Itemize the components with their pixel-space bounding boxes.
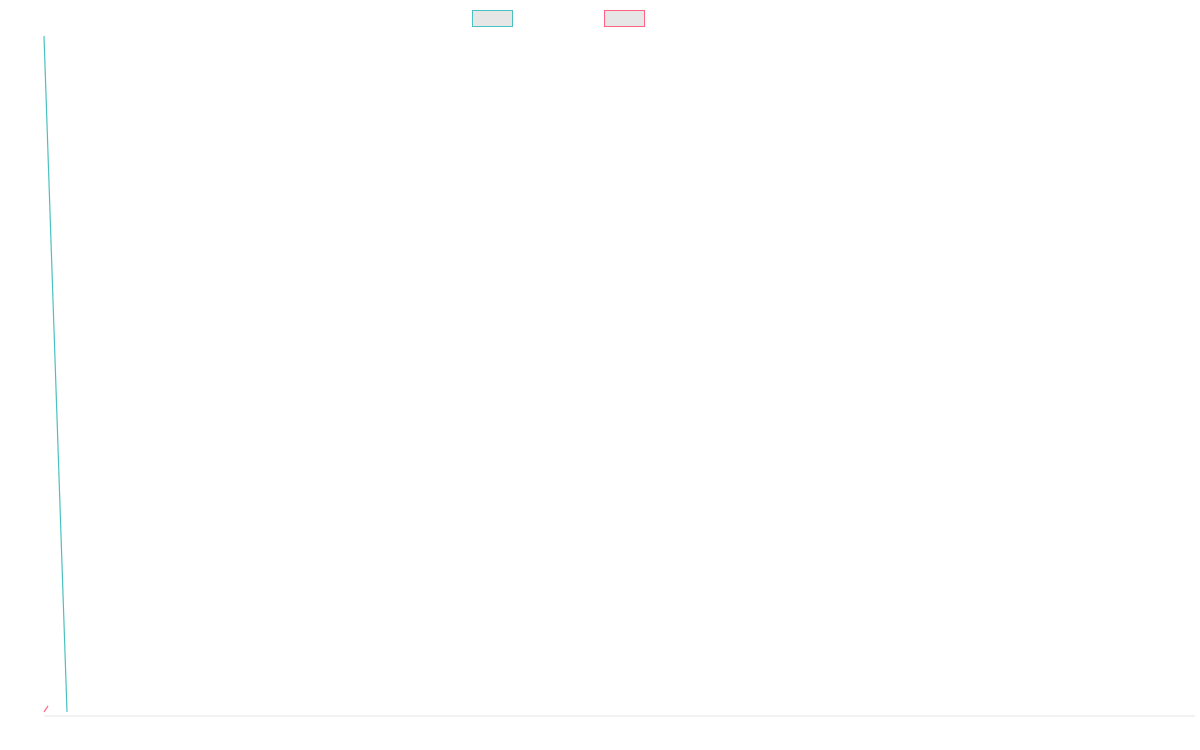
series-layer [43, 35, 68, 713]
legend-item-2[interactable] [604, 10, 645, 27]
series-line-1 [43, 35, 68, 713]
legend-item-1[interactable] [472, 10, 513, 27]
plot-area [43, 35, 1195, 717]
legend [472, 10, 645, 27]
series-line-2 [43, 705, 49, 713]
